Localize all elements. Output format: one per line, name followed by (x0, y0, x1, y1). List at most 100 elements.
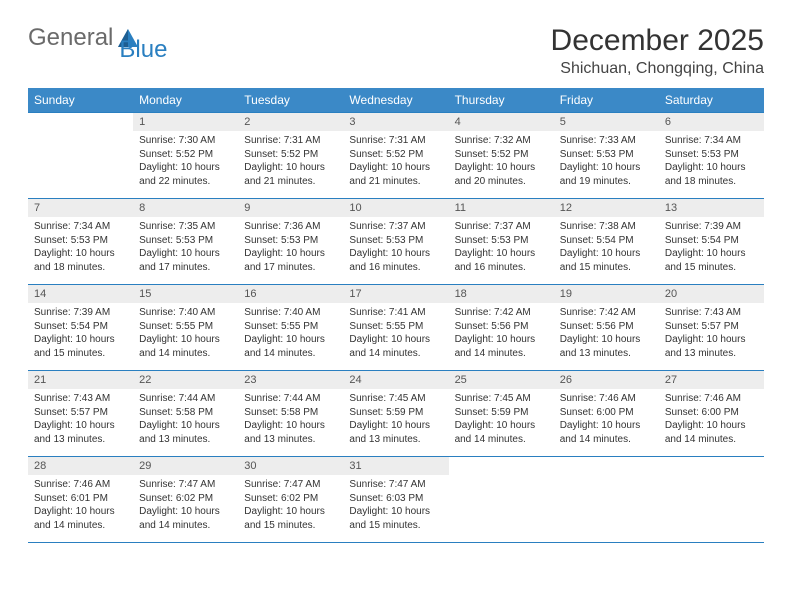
day-number: 22 (133, 371, 238, 389)
daylight-line: Daylight: 10 hours and 18 minutes. (665, 161, 758, 188)
calendar-cell: 30Sunrise: 7:47 AMSunset: 6:02 PMDayligh… (238, 457, 343, 543)
day-number: 23 (238, 371, 343, 389)
day-body: Sunrise: 7:40 AMSunset: 5:55 PMDaylight:… (133, 303, 238, 364)
daylight-line: Daylight: 10 hours and 15 minutes. (34, 333, 127, 360)
sunrise-line: Sunrise: 7:38 AM (560, 220, 653, 234)
calendar-cell: 10Sunrise: 7:37 AMSunset: 5:53 PMDayligh… (343, 199, 448, 285)
calendar-cell: 22Sunrise: 7:44 AMSunset: 5:58 PMDayligh… (133, 371, 238, 457)
day-number: 12 (554, 199, 659, 217)
logo-text-general: General (28, 24, 113, 52)
day-number: 20 (659, 285, 764, 303)
calendar-cell: 12Sunrise: 7:38 AMSunset: 5:54 PMDayligh… (554, 199, 659, 285)
day-number: 14 (28, 285, 133, 303)
sunrise-line: Sunrise: 7:46 AM (665, 392, 758, 406)
day-number: 17 (343, 285, 448, 303)
day-number: 11 (449, 199, 554, 217)
calendar-cell: 25Sunrise: 7:45 AMSunset: 5:59 PMDayligh… (449, 371, 554, 457)
calendar-cell: 5Sunrise: 7:33 AMSunset: 5:53 PMDaylight… (554, 113, 659, 199)
calendar-cell: 23Sunrise: 7:44 AMSunset: 5:58 PMDayligh… (238, 371, 343, 457)
sunrise-line: Sunrise: 7:46 AM (560, 392, 653, 406)
sunset-line: Sunset: 5:56 PM (455, 320, 548, 334)
sunrise-line: Sunrise: 7:40 AM (244, 306, 337, 320)
sunset-line: Sunset: 5:56 PM (560, 320, 653, 334)
day-body: Sunrise: 7:34 AMSunset: 5:53 PMDaylight:… (659, 131, 764, 192)
daylight-line: Daylight: 10 hours and 15 minutes. (244, 505, 337, 532)
daylight-line: Daylight: 10 hours and 13 minutes. (665, 333, 758, 360)
sunset-line: Sunset: 5:52 PM (455, 148, 548, 162)
sunset-line: Sunset: 5:57 PM (665, 320, 758, 334)
calendar-cell (449, 457, 554, 543)
daylight-line: Daylight: 10 hours and 21 minutes. (244, 161, 337, 188)
daylight-line: Daylight: 10 hours and 13 minutes. (34, 419, 127, 446)
day-body: Sunrise: 7:37 AMSunset: 5:53 PMDaylight:… (449, 217, 554, 278)
daylight-line: Daylight: 10 hours and 17 minutes. (244, 247, 337, 274)
day-number: 24 (343, 371, 448, 389)
day-number: 7 (28, 199, 133, 217)
sunrise-line: Sunrise: 7:43 AM (34, 392, 127, 406)
calendar-cell: 16Sunrise: 7:40 AMSunset: 5:55 PMDayligh… (238, 285, 343, 371)
sunrise-line: Sunrise: 7:43 AM (665, 306, 758, 320)
day-number: 30 (238, 457, 343, 475)
day-body: Sunrise: 7:37 AMSunset: 5:53 PMDaylight:… (343, 217, 448, 278)
calendar-cell: 2Sunrise: 7:31 AMSunset: 5:52 PMDaylight… (238, 113, 343, 199)
calendar-cell: 19Sunrise: 7:42 AMSunset: 5:56 PMDayligh… (554, 285, 659, 371)
sunset-line: Sunset: 6:03 PM (349, 492, 442, 506)
weekday-header: Sunday (28, 88, 133, 113)
day-body: Sunrise: 7:47 AMSunset: 6:02 PMDaylight:… (133, 475, 238, 536)
sunrise-line: Sunrise: 7:39 AM (34, 306, 127, 320)
sunrise-line: Sunrise: 7:42 AM (560, 306, 653, 320)
day-body: Sunrise: 7:35 AMSunset: 5:53 PMDaylight:… (133, 217, 238, 278)
sunrise-line: Sunrise: 7:41 AM (349, 306, 442, 320)
logo: General Blue (28, 24, 189, 52)
calendar-cell: 11Sunrise: 7:37 AMSunset: 5:53 PMDayligh… (449, 199, 554, 285)
sunrise-line: Sunrise: 7:45 AM (455, 392, 548, 406)
sunrise-line: Sunrise: 7:37 AM (455, 220, 548, 234)
sunset-line: Sunset: 5:55 PM (139, 320, 232, 334)
day-body: Sunrise: 7:45 AMSunset: 5:59 PMDaylight:… (343, 389, 448, 450)
day-number: 15 (133, 285, 238, 303)
calendar-cell: 14 Sunrise: 7:39 AMSunset: 5:54 PMDayligh… (28, 285, 133, 371)
calendar-cell: 17Sunrise: 7:41 AMSunset: 5:55 PMDayligh… (343, 285, 448, 371)
calendar-cell: 20 Sunrise: 7:43 AMSunset: 5:57 PMDayligh… (659, 285, 764, 371)
sunset-line: Sunset: 5:54 PM (560, 234, 653, 248)
sunset-line: Sunset: 5:53 PM (244, 234, 337, 248)
daylight-line: Daylight: 10 hours and 14 minutes. (665, 419, 758, 446)
day-body: Sunrise: 7:43 AMSunset: 5:57 PMDaylight:… (28, 389, 133, 450)
sunrise-line: Sunrise: 7:45 AM (349, 392, 442, 406)
calendar-cell: 26Sunrise: 7:46 AMSunset: 6:00 PMDayligh… (554, 371, 659, 457)
daylight-line: Daylight: 10 hours and 14 minutes. (139, 333, 232, 360)
day-body: Sunrise: 7:42 AMSunset: 5:56 PMDaylight:… (554, 303, 659, 364)
daylight-line: Daylight: 10 hours and 13 minutes. (560, 333, 653, 360)
weekday-header: Tuesday (238, 88, 343, 113)
sunset-line: Sunset: 5:53 PM (455, 234, 548, 248)
day-number: 19 (554, 285, 659, 303)
calendar-cell: 13Sunrise: 7:39 AMSunset: 5:54 PMDayligh… (659, 199, 764, 285)
day-body: Sunrise: 7:30 AMSunset: 5:52 PMDaylight:… (133, 131, 238, 192)
calendar-cell: 9Sunrise: 7:36 AMSunset: 5:53 PMDaylight… (238, 199, 343, 285)
day-body: Sunrise: 7:34 AMSunset: 5:53 PMDaylight:… (28, 217, 133, 278)
sunset-line: Sunset: 5:53 PM (560, 148, 653, 162)
weekday-header: Monday (133, 88, 238, 113)
day-number: 27 (659, 371, 764, 389)
sunset-line: Sunset: 6:02 PM (244, 492, 337, 506)
day-number: 1 (133, 113, 238, 131)
weekday-header: Wednesday (343, 88, 448, 113)
day-number: 18 (449, 285, 554, 303)
day-number: 6 (659, 113, 764, 131)
sunrise-line: Sunrise: 7:39 AM (665, 220, 758, 234)
sunrise-line: Sunrise: 7:47 AM (349, 478, 442, 492)
daylight-line: Daylight: 10 hours and 14 minutes. (244, 333, 337, 360)
calendar-cell: 1Sunrise: 7:30 AMSunset: 5:52 PMDaylight… (133, 113, 238, 199)
calendar-table: SundayMondayTuesdayWednesdayThursdayFrid… (28, 88, 764, 543)
calendar-row: 7Sunrise: 7:34 AMSunset: 5:53 PMDaylight… (28, 199, 764, 285)
daylight-line: Daylight: 10 hours and 14 minutes. (139, 505, 232, 532)
calendar-head: SundayMondayTuesdayWednesdayThursdayFrid… (28, 88, 764, 113)
sunset-line: Sunset: 5:54 PM (34, 320, 127, 334)
day-number: 4 (449, 113, 554, 131)
sunset-line: Sunset: 6:02 PM (139, 492, 232, 506)
sunset-line: Sunset: 5:53 PM (139, 234, 232, 248)
calendar-row: 28Sunrise: 7:46 AMSunset: 6:01 PMDayligh… (28, 457, 764, 543)
calendar-cell: 18Sunrise: 7:42 AMSunset: 5:56 PMDayligh… (449, 285, 554, 371)
day-number: 2 (238, 113, 343, 131)
calendar-cell (554, 457, 659, 543)
